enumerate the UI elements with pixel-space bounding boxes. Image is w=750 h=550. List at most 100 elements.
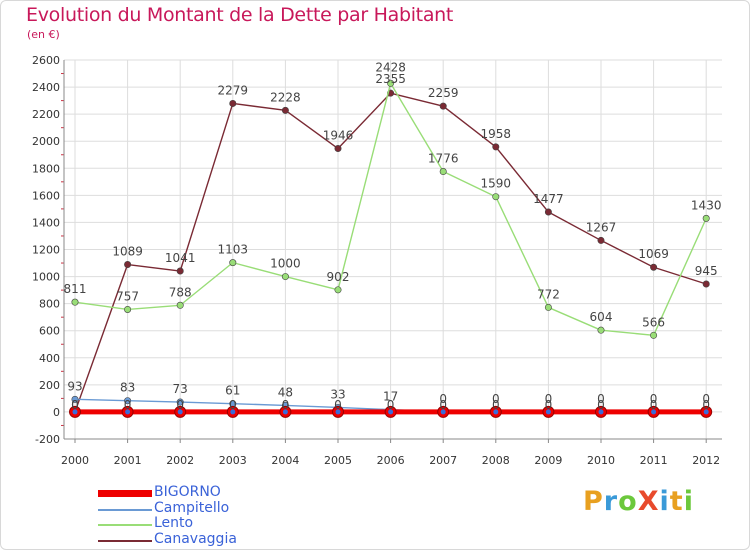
data-point-core [493, 409, 499, 415]
data-label: 1430 [691, 198, 722, 212]
data-point-core [125, 409, 131, 415]
data-label: 1069 [638, 247, 669, 261]
data-point [176, 301, 184, 309]
data-label: 0 [439, 392, 447, 406]
data-label: 0 [334, 398, 342, 412]
data-point [650, 331, 658, 339]
y-tick-label: 2400 [32, 81, 60, 94]
y-tick-label: 1600 [32, 189, 60, 202]
data-label: 0 [387, 398, 395, 412]
data-point-core [282, 409, 288, 415]
data-label: 0 [702, 398, 710, 412]
data-label: 2228 [270, 90, 301, 104]
chart-title: Evolution du Montant de la Dette par Hab… [26, 4, 454, 26]
grid [64, 59, 722, 440]
data-point [544, 208, 552, 216]
data-label: 2428 [375, 60, 406, 74]
logo-letter: P [583, 486, 604, 517]
data-label: 2279 [218, 83, 249, 97]
data-point [387, 79, 395, 87]
data-point [597, 236, 605, 244]
x-tick-label: 2010 [587, 454, 615, 467]
data-label: 1776 [428, 152, 459, 166]
y-tick-label: 1000 [32, 271, 60, 284]
logo-letter: i [683, 486, 694, 517]
data-label: 0 [229, 398, 237, 412]
data-label: 2259 [428, 86, 459, 100]
data-label: 1041 [165, 251, 196, 265]
data-label: 0 [439, 398, 447, 412]
legend-swatch [98, 490, 152, 497]
x-tick-label: 2012 [692, 454, 720, 467]
data-point-core [440, 409, 446, 415]
y-tick-label: 2000 [32, 135, 60, 148]
data-label: 17 [383, 390, 398, 404]
axes: -200020040060080010001200140016001800200… [32, 54, 722, 467]
data-point [281, 273, 289, 281]
data-label: 566 [642, 315, 665, 329]
data-label: 0 [492, 398, 500, 412]
x-tick-label: 2011 [640, 454, 668, 467]
data-label: 0 [71, 398, 79, 412]
data-label: 1000 [270, 257, 301, 271]
data-point-core [703, 409, 709, 415]
data-label: 0 [597, 392, 605, 406]
y-tick-label: -200 [35, 433, 60, 446]
logo-letter: r [603, 486, 619, 517]
data-label: 0 [545, 392, 553, 406]
data-label: 604 [590, 310, 613, 324]
data-label: 0 [282, 398, 290, 412]
chart-subtitle: (en €) [27, 28, 60, 41]
data-label: 48 [278, 385, 293, 399]
y-tick-label: 400 [39, 352, 60, 365]
data-label: 788 [169, 285, 192, 299]
legend-label: Lento [154, 515, 194, 531]
data-point [439, 102, 447, 110]
x-tick-label: 2007 [429, 454, 457, 467]
data-point-core [388, 409, 394, 415]
data-label: 61 [225, 384, 240, 398]
data-label: 1958 [481, 127, 512, 141]
data-label: 0 [71, 398, 79, 412]
data-point [439, 168, 447, 176]
data-label: 2355 [375, 72, 406, 86]
data-label: 902 [327, 270, 350, 284]
y-tick-label: 200 [39, 379, 60, 392]
data-label: 757 [116, 289, 139, 303]
y-tick-label: 1800 [32, 162, 60, 175]
y-tick-label: 0 [53, 406, 60, 419]
data-label: 1267 [586, 220, 617, 234]
data-point [334, 145, 342, 153]
data-label: 0 [492, 392, 500, 406]
data-point [492, 193, 500, 201]
data-label: 1946 [323, 129, 354, 143]
x-tick-label: 2009 [534, 454, 562, 467]
logo-letter: t [669, 486, 684, 517]
data-label: 0 [650, 398, 658, 412]
logo-letter: i [659, 486, 670, 517]
data-point [650, 263, 658, 271]
y-tick-label: 2600 [32, 54, 60, 67]
data-label: 1089 [112, 245, 143, 259]
data-label: 945 [695, 264, 718, 278]
data-label: 1103 [218, 243, 249, 257]
x-tick-label: 2005 [324, 454, 352, 467]
proxiti-logo: ProXiti [583, 486, 694, 517]
data-point-core [651, 409, 657, 415]
x-tick-label: 2002 [166, 454, 194, 467]
x-tick-label: 2000 [61, 454, 89, 467]
data-label: 83 [120, 381, 135, 395]
data-label: 0 [702, 392, 710, 406]
x-tick-label: 2003 [219, 454, 247, 467]
data-label: 811 [64, 282, 87, 296]
y-tick-label: 1400 [32, 216, 60, 229]
data-point-core [598, 409, 604, 415]
data-point [544, 303, 552, 311]
data-point [124, 261, 132, 269]
data-point [492, 143, 500, 151]
data-label: 0 [545, 398, 553, 412]
data-point-core [230, 409, 236, 415]
data-point-core [545, 409, 551, 415]
